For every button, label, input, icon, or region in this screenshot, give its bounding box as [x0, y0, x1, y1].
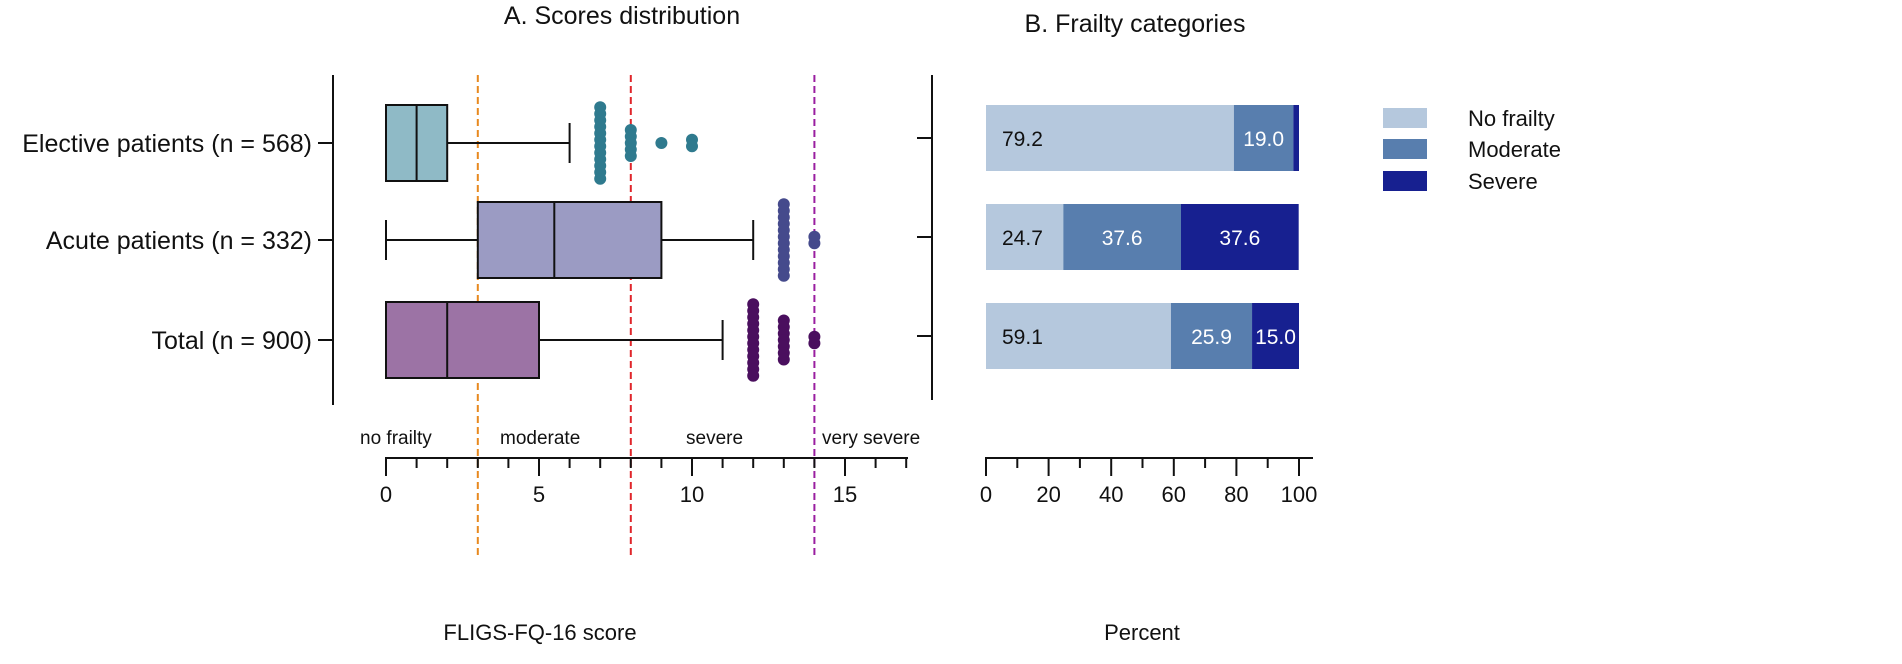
bar-segment — [1233, 105, 1294, 171]
legend-swatch — [1383, 171, 1427, 191]
panel-b-title: B. Frailty categories — [1025, 10, 1246, 38]
x-tick-label: 5 — [533, 482, 545, 507]
x-tick-label: 60 — [1162, 482, 1186, 507]
group-label: Total (n = 900) — [151, 327, 312, 355]
outlier-point — [808, 337, 821, 350]
bar-segment — [1063, 204, 1181, 270]
x-tick-label: 20 — [1036, 482, 1060, 507]
legend-swatch — [1383, 139, 1427, 159]
outlier-point — [808, 237, 821, 250]
legend-label: Severe — [1468, 169, 1538, 194]
x-tick-label: 0 — [380, 482, 392, 507]
data-label: 25.9 — [1191, 326, 1232, 349]
data-label: 24.7 — [1002, 227, 1043, 250]
x-tick-label: 10 — [680, 482, 704, 507]
x-tick-label: 40 — [1099, 482, 1123, 507]
group-label: Acute patients (n = 332) — [46, 227, 312, 255]
x-tick-label: 80 — [1224, 482, 1248, 507]
group-label: Elective patients (n = 568) — [22, 130, 312, 158]
panel-a-title: A. Scores distribution — [504, 2, 740, 30]
data-label: 59.1 — [1002, 326, 1043, 349]
outlier-point — [777, 269, 790, 282]
outlier-point — [594, 172, 607, 185]
box — [476, 201, 663, 279]
box — [385, 301, 540, 379]
panel-a-xlabel: FLIGS-FQ-16 score — [443, 620, 636, 645]
panel-b-xlabel: Percent — [1104, 620, 1180, 645]
x-tick-label: 15 — [833, 482, 857, 507]
legend-label: Moderate — [1468, 137, 1561, 162]
outlier-point — [624, 150, 637, 162]
outlier-point — [686, 140, 698, 153]
bar-segment — [986, 204, 1064, 270]
bar-segment — [1252, 303, 1299, 369]
outlier-point — [655, 137, 668, 149]
x-tick-label: 100 — [1281, 482, 1318, 507]
data-label: 37.6 — [1219, 227, 1260, 250]
outlier-point — [747, 369, 760, 382]
x-tick-label: 0 — [980, 482, 992, 507]
data-label: 37.6 — [1102, 227, 1143, 250]
bar-segment — [1180, 204, 1299, 270]
bar-segment — [986, 105, 1234, 171]
data-label: 15.0 — [1255, 326, 1296, 349]
data-label: 79.2 — [1002, 128, 1043, 151]
bar-segment — [986, 303, 1171, 369]
legend-swatch — [1383, 108, 1427, 128]
legend-label: No frailty — [1468, 106, 1555, 131]
bar-segment — [1170, 303, 1253, 369]
data-label: 19.0 — [1243, 128, 1284, 151]
zone-label: severe — [686, 428, 743, 449]
zone-label: moderate — [500, 428, 580, 449]
zone-label: very severe — [822, 428, 920, 449]
bar-segment — [1293, 105, 1299, 171]
outlier-point — [777, 353, 790, 366]
zone-label: no frailty — [360, 428, 432, 449]
